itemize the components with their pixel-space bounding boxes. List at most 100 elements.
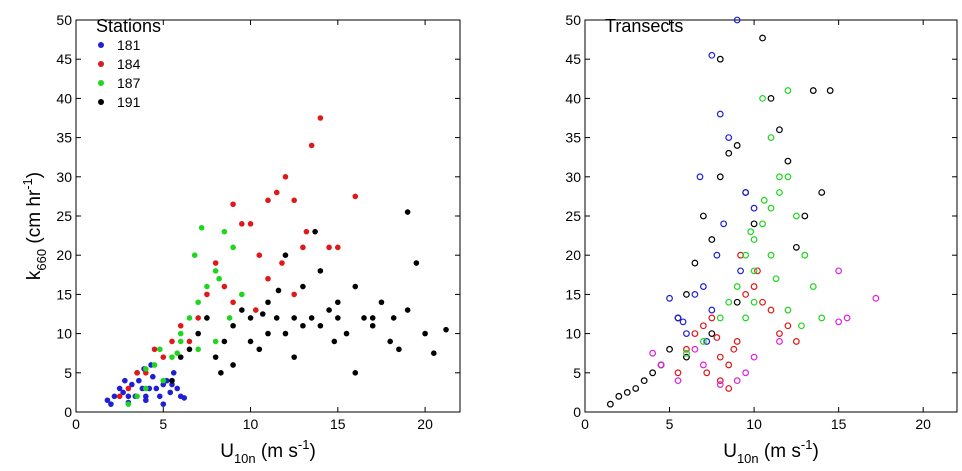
stations-point — [125, 393, 132, 400]
stations-point — [291, 315, 297, 321]
transects-point — [776, 126, 783, 134]
transects-point — [691, 259, 699, 267]
stations-point — [177, 330, 184, 337]
stations-point — [265, 330, 271, 337]
stations-point — [252, 307, 259, 313]
stations-point — [361, 315, 367, 321]
stations-point — [186, 338, 193, 345]
stations-point — [134, 370, 140, 376]
transects-y-tick-label: 35 — [565, 130, 581, 146]
stations-point — [177, 354, 184, 360]
stations-point — [265, 197, 271, 204]
transects-point — [776, 330, 783, 338]
transects-point — [674, 369, 682, 377]
transects-point — [750, 298, 758, 306]
stations-point — [239, 291, 245, 298]
transects-title: Transects — [605, 16, 683, 36]
transects-x-tick-label: 0 — [581, 416, 589, 432]
transects-panel: 0 5 10 15 20 0 5 10 15 20 25 30 35 40 45 50 Transects U… — [565, 12, 958, 466]
stations-point — [170, 370, 177, 376]
stations-point — [404, 209, 411, 215]
transects-point — [747, 228, 755, 236]
stations-y-tick-label: 35 — [56, 130, 72, 146]
transects-point — [716, 377, 724, 385]
transects-y-tick-label: 40 — [565, 90, 581, 106]
transects-point — [809, 87, 817, 94]
transects-point — [674, 377, 682, 385]
legend-label: 191 — [117, 94, 141, 110]
stations-point — [143, 397, 149, 404]
stations-point — [186, 346, 193, 353]
transects-point — [730, 345, 738, 353]
transects-point — [683, 349, 690, 357]
stations-point — [291, 291, 297, 298]
transects-point — [674, 314, 682, 322]
stations-point — [317, 268, 324, 274]
transects-y-tick-label: 45 — [565, 51, 581, 67]
transects-point — [750, 283, 758, 290]
stations-point — [143, 370, 149, 376]
stations-point — [160, 377, 167, 384]
transects-point — [615, 392, 623, 400]
stations-data-points — [104, 115, 449, 407]
transects-point — [708, 330, 716, 338]
transects-point — [725, 134, 733, 142]
transects-x-tick-label: 5 — [666, 416, 674, 432]
transects-point — [784, 173, 792, 181]
stations-x-tick-label: 5 — [159, 416, 167, 432]
stations-point — [167, 389, 174, 396]
transects-point — [696, 173, 704, 181]
stations-point — [303, 228, 310, 235]
transects-point — [784, 87, 792, 94]
transects-y-tick-label: 30 — [565, 169, 581, 185]
stations-title: Stations — [96, 16, 161, 36]
stations-point — [335, 244, 341, 251]
transects-data-points — [606, 16, 880, 408]
transects-point — [708, 306, 716, 314]
stations-point — [156, 346, 163, 353]
stations-x-tick-label: 10 — [243, 416, 259, 432]
stations-point — [191, 252, 198, 258]
stations-point — [335, 315, 341, 321]
stations-point — [413, 260, 420, 266]
transects-y-tick-label: 5 — [573, 365, 581, 381]
stations-point — [212, 260, 219, 266]
transects-point — [843, 314, 851, 322]
transects-point — [606, 400, 614, 408]
transects-plot-frame — [584, 19, 958, 413]
transects-y-tick-label: 15 — [565, 286, 581, 302]
transects-point — [742, 291, 750, 298]
stations-point — [116, 385, 123, 392]
stations-point — [443, 326, 449, 333]
stations-point — [160, 381, 167, 388]
transects-point — [750, 220, 758, 228]
stations-point — [317, 115, 324, 121]
stations-y-tick-label: 5 — [64, 365, 72, 381]
stations-point — [312, 228, 318, 235]
stations-point — [335, 299, 341, 306]
transects-point — [713, 251, 721, 259]
stations-point — [116, 393, 123, 400]
stations-point — [326, 307, 332, 313]
stations-y-tick-label: 0 — [64, 404, 72, 420]
stations-point — [195, 346, 201, 353]
transects-point — [776, 189, 783, 196]
stations-point — [160, 354, 167, 360]
stations-x-axis-label: U10n (m s-1) — [220, 437, 316, 466]
legend-marker — [98, 80, 104, 86]
transects-point — [691, 330, 699, 338]
stations-point — [111, 393, 118, 400]
stations-point — [239, 221, 245, 227]
transects-point — [759, 298, 766, 306]
stations-point — [216, 275, 222, 282]
transects-point — [835, 318, 843, 326]
stations-point — [125, 401, 132, 407]
stations-point — [226, 315, 233, 321]
legend-marker — [98, 99, 104, 105]
stations-point — [169, 381, 175, 388]
transects-point — [759, 34, 766, 42]
stations-point — [169, 377, 175, 384]
stations-y-axis-label: k660 (cm hr-1) — [20, 172, 49, 280]
stations-point — [186, 315, 193, 321]
